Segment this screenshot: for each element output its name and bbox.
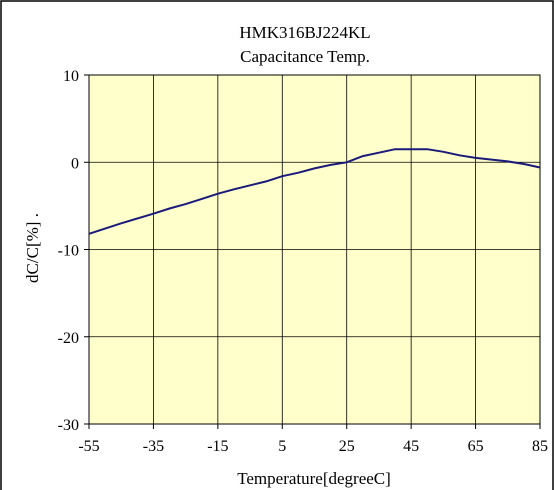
x-tick-label: -35 — [143, 438, 164, 455]
chart-subtitle: Capacitance Temp. — [240, 47, 370, 66]
y-tick-label: 0 — [71, 155, 79, 172]
y-tick-label: -10 — [58, 243, 79, 260]
grid-lines — [89, 75, 540, 424]
series-line — [88, 148, 541, 235]
x-tick-label: -15 — [207, 438, 228, 455]
x-axis-ticks: -55 -35 -15 5 25 45 65 85 — [78, 424, 548, 455]
y-tick-label: 10 — [63, 68, 79, 85]
y-tick-label: -30 — [58, 417, 79, 434]
x-tick-label: 85 — [532, 438, 548, 455]
chart-title: HMK316BJ224KL — [239, 23, 370, 42]
x-axis-label: Temperature[degreeC] — [237, 469, 391, 488]
y-axis-ticks: 10 0 -10 -20 -30 — [58, 68, 89, 434]
x-tick-label: 65 — [468, 438, 484, 455]
x-tick-label: 25 — [339, 438, 355, 455]
x-tick-label: 5 — [278, 438, 286, 455]
y-axis-label: dC/C[%] . — [23, 213, 42, 283]
x-tick-label: -55 — [78, 438, 99, 455]
x-tick-label: 45 — [403, 438, 419, 455]
y-tick-label: -20 — [58, 330, 79, 347]
